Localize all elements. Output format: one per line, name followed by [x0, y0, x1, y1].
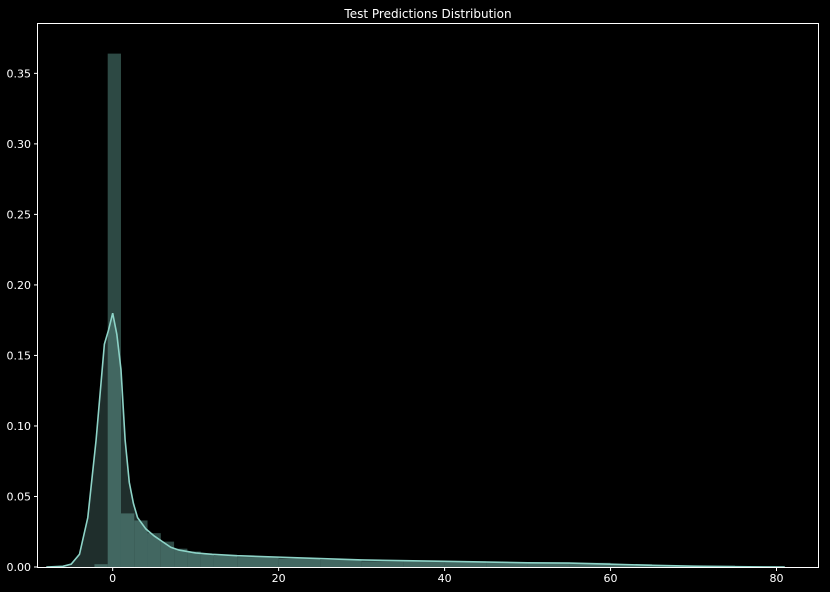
histogram-bar-1: [107, 53, 121, 568]
y-axis-ticks: 0.00 0.05 0.10 0.15 0.20 0.25 0.30 0.35: [7, 67, 38, 574]
y-tick-label-2: 0.10: [7, 420, 32, 433]
x-tick-label-4: 80: [770, 572, 784, 585]
x-tick-label-1: 20: [272, 572, 286, 585]
histogram-bar-0: [94, 564, 108, 567]
x-tick-label-2: 40: [438, 572, 452, 585]
histogram-bar-18: [569, 562, 611, 567]
chart-title: Test Predictions Distribution: [343, 7, 511, 21]
histogram-bar-2: [120, 513, 135, 567]
kde-line: [46, 312, 785, 568]
histogram-bar-13: [361, 561, 404, 567]
y-tick-label-4: 0.20: [7, 279, 32, 292]
y-tick-label-1: 0.05: [7, 490, 32, 503]
y-tick-label-3: 0.15: [7, 349, 32, 362]
histogram-bar-15: [444, 561, 487, 567]
histogram-bar-7: [187, 551, 201, 567]
histogram-bar-4: [147, 533, 161, 567]
kde-fill: [46, 313, 785, 567]
histogram-bar-11: [278, 558, 321, 567]
x-tick-label-0: 0: [109, 572, 116, 585]
histogram-bar-9: [213, 555, 238, 567]
histogram-bar-12: [320, 559, 362, 567]
plot-frame: [37, 23, 819, 568]
y-tick-label-0: 0.00: [7, 561, 32, 574]
x-axis-ticks: 0 20 40 60 80: [109, 567, 784, 585]
y-tick-label-6: 0.30: [7, 138, 32, 151]
histogram-bar-6: [174, 548, 188, 567]
histogram-bars: [94, 53, 777, 568]
histogram-bar-17: [527, 562, 570, 567]
histogram-bar-10: [237, 557, 279, 567]
histogram-bar-16: [486, 562, 528, 567]
histogram-bar-8: [200, 554, 214, 567]
histogram-bar-3: [134, 520, 148, 567]
kde-curve: [46, 312, 785, 568]
x-tick-label-3: 60: [604, 572, 618, 585]
y-tick-label-5: 0.25: [7, 208, 32, 221]
histogram-bar-14: [403, 561, 445, 567]
y-tick-label-7: 0.35: [7, 67, 32, 80]
histogram-bar-19: [610, 564, 653, 567]
